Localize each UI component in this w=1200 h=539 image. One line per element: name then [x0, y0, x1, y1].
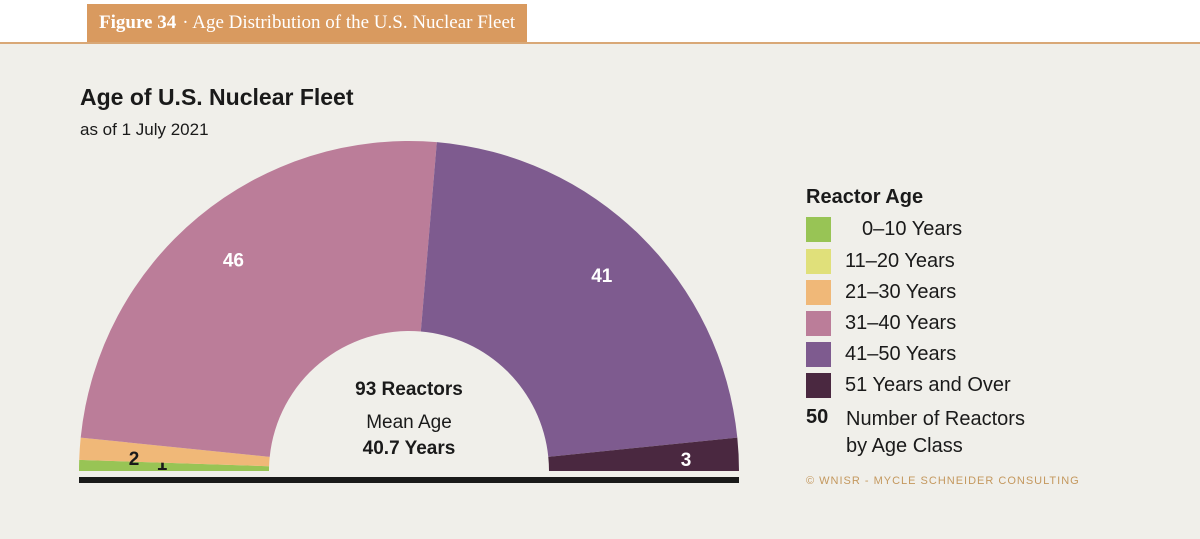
legend-item-21-30: 21–30 Years	[806, 279, 956, 305]
slice-value-label: 1	[157, 454, 168, 475]
legend-label: 41–50 Years	[845, 342, 957, 365]
legend-item-31-40: 31–40 Years	[806, 310, 956, 336]
legend-swatch	[806, 372, 831, 398]
chart-title: Age of U.S. Nuclear Fleet	[80, 84, 354, 110]
legend-label: 11–20 Years	[845, 249, 955, 272]
legend-swatch	[806, 248, 831, 274]
legend-swatch	[806, 216, 831, 242]
slice-value-label: 46	[223, 250, 244, 271]
center-reactor-count: 93 Reactors	[355, 379, 463, 400]
slice-value-label: 41	[591, 266, 613, 287]
slice-51-years-and-over	[548, 437, 739, 471]
legend-label: 21–30 Years	[845, 280, 957, 303]
legend-item-41-50: 41–50 Years	[806, 341, 956, 367]
legend-label: 51 Years and Over	[845, 373, 1011, 396]
figure-title: · Age Distribution of the U.S. Nuclear F…	[182, 12, 516, 33]
chart-subtitle: as of 1 July 2021	[80, 120, 209, 139]
slice-0-10-years	[79, 459, 270, 471]
legend-item-11-20: 11–20 Years	[806, 248, 955, 274]
slice-21-30-years	[79, 437, 270, 467]
header-rule	[0, 42, 1200, 44]
slice-value-label: 3	[681, 450, 692, 471]
legend-item-0-10: 0–10 Years	[806, 216, 962, 242]
half-donut-chart: 12 46 41 3 93 Reactors Mean Age 40.7 Years	[79, 141, 739, 483]
slice-31-40-years	[80, 141, 437, 457]
slice-41-50-years	[420, 142, 738, 457]
figure-tab: Figure 34 · Age Distribution of the U.S.…	[87, 4, 528, 42]
copyright: © WNISR - MYCLE SCHNEIDER CONSULTING	[806, 475, 1080, 487]
slice-value-label: 2	[129, 449, 140, 470]
center-mean-age-label: Mean Age	[366, 412, 452, 433]
legend-number-example: 50	[806, 406, 829, 428]
legend-label: 31–40 Years	[845, 311, 957, 334]
baseline-bar	[79, 477, 739, 483]
figure-number: Figure 34	[99, 12, 177, 33]
legend-number-label-line1: Number of Reactors	[846, 408, 1025, 430]
legend-label: 0–10 Years	[862, 217, 963, 240]
legend-item-51-over: 51 Years and Over	[806, 372, 1011, 398]
legend-number-label-line2: by Age Class	[846, 435, 963, 457]
legend-swatch	[806, 279, 831, 305]
legend-swatch	[806, 310, 831, 336]
legend-title: Reactor Age	[806, 186, 924, 208]
legend-number-label: Number of Reactors by Age Class	[846, 406, 1025, 460]
center-mean-age-value: 40.7 Years	[363, 438, 456, 459]
legend-swatch	[806, 341, 831, 367]
